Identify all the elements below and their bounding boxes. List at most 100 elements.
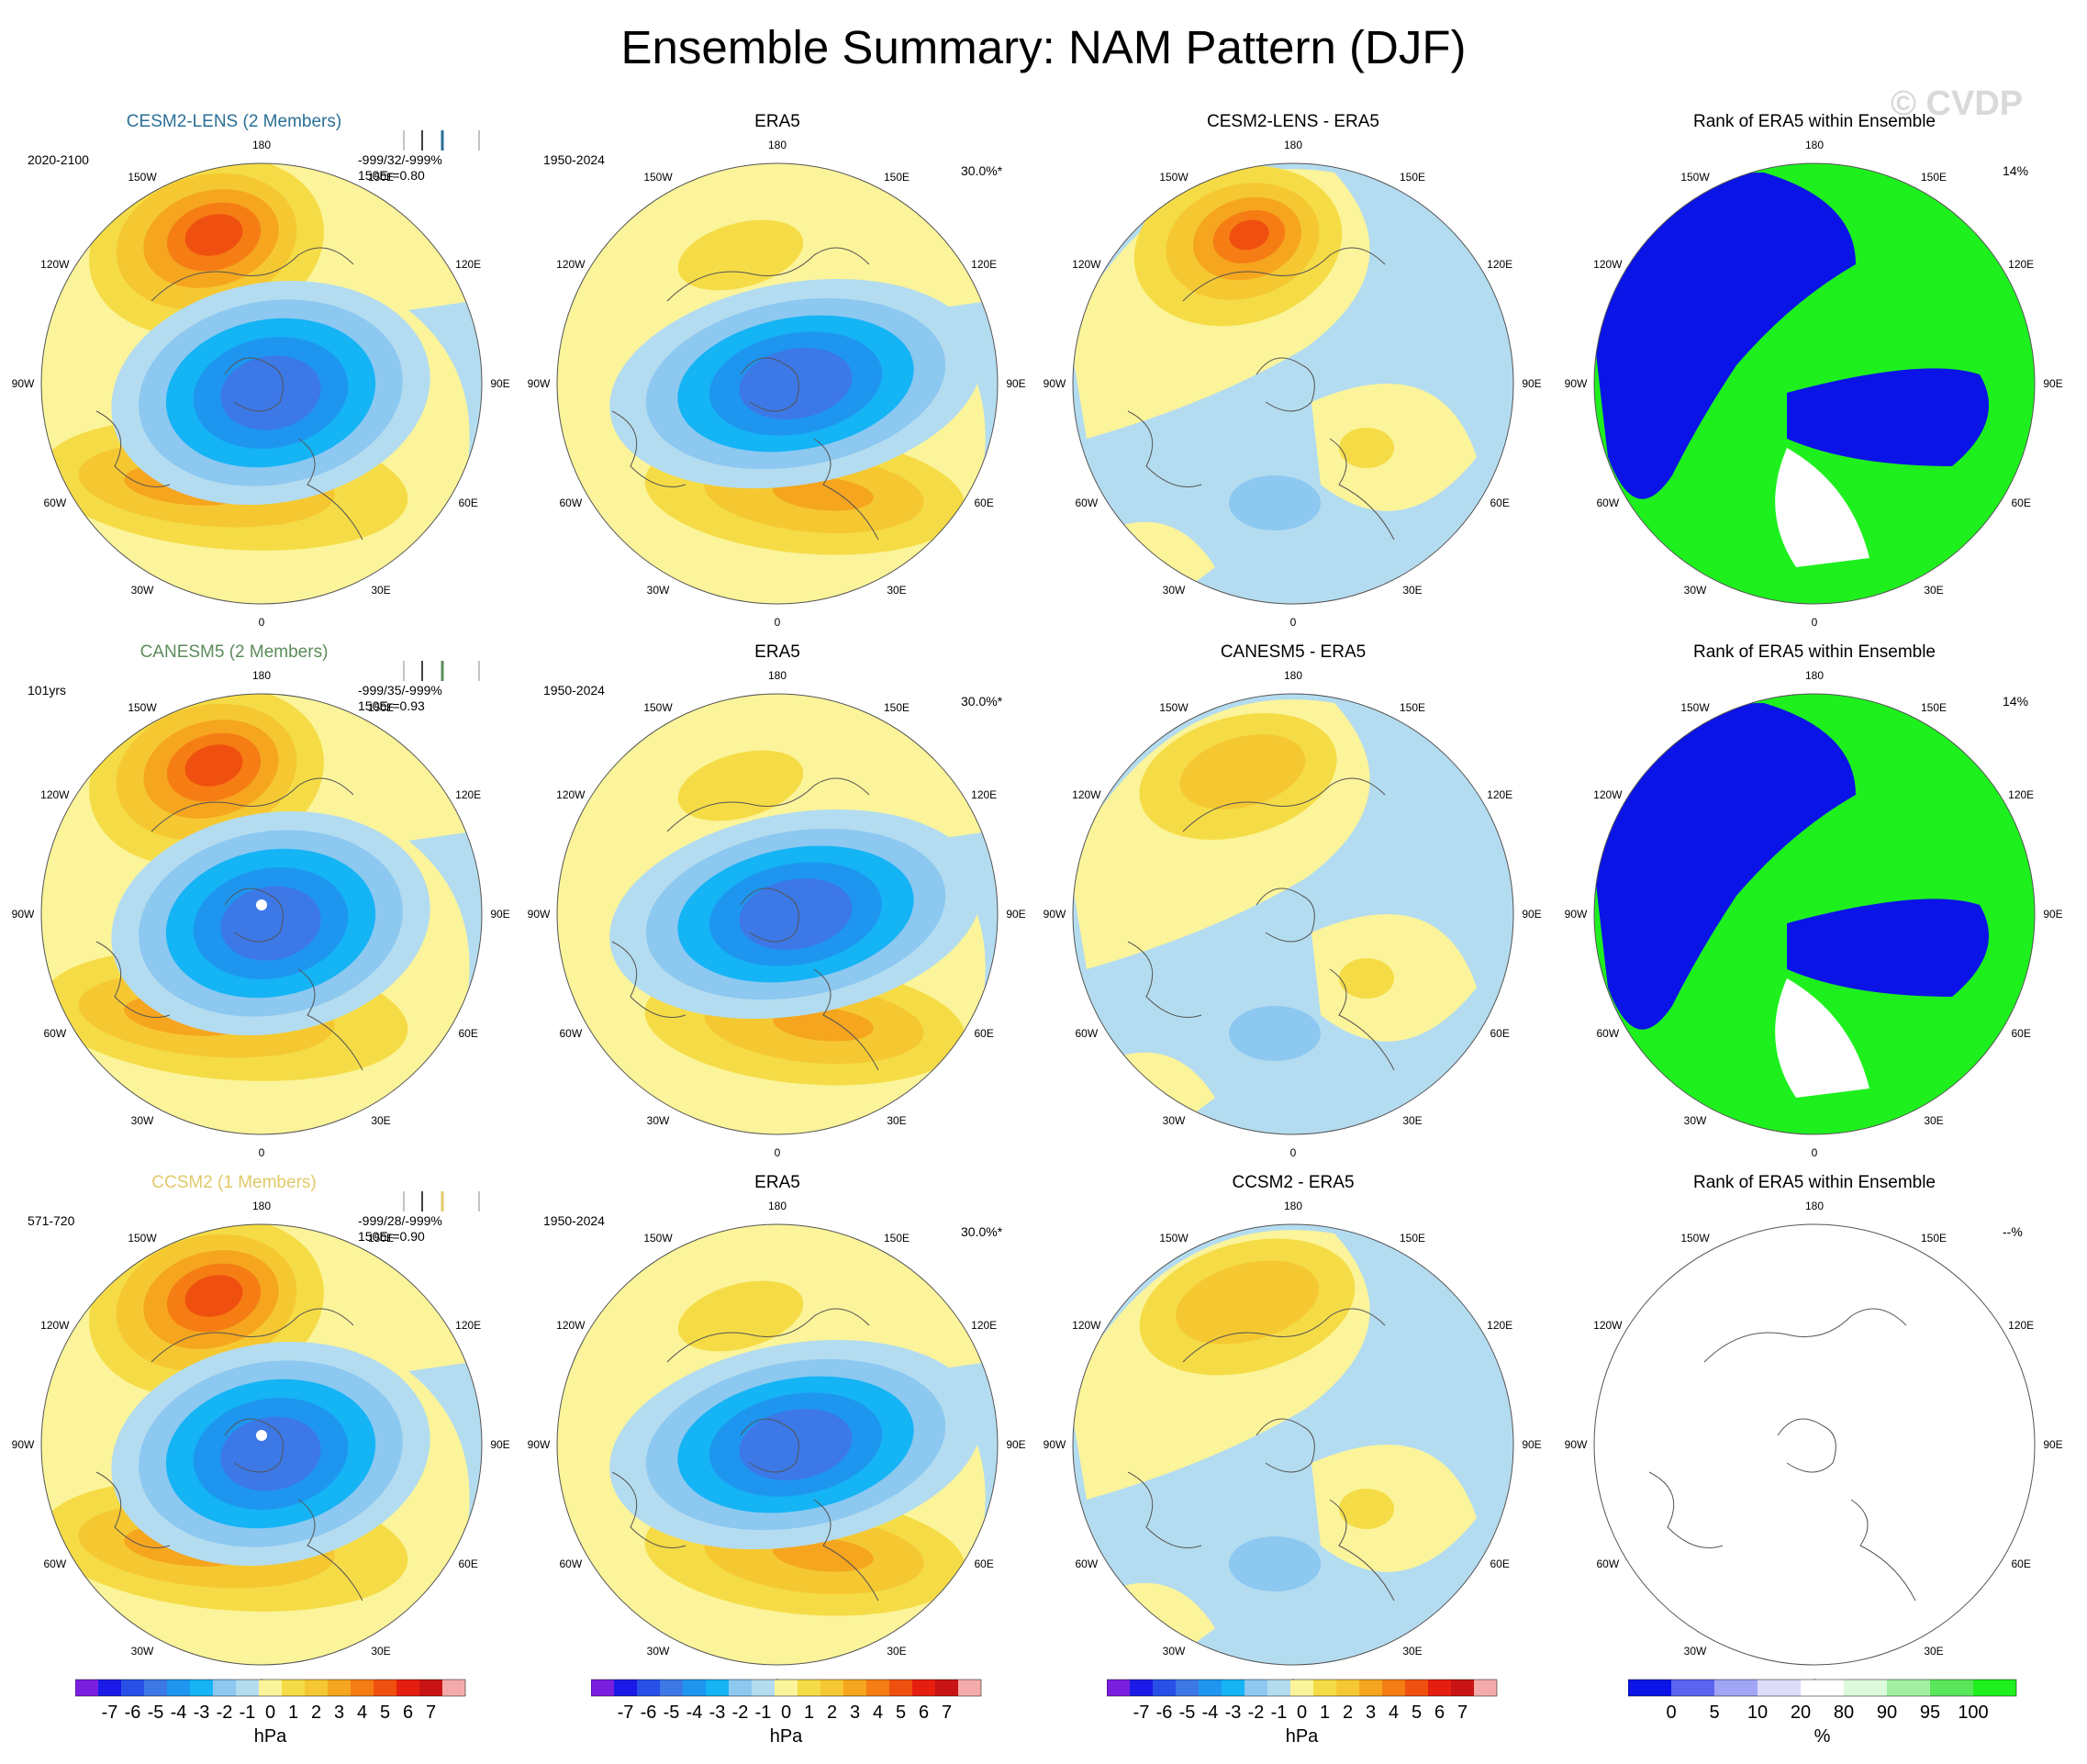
colorbar-tick-label: -7 — [618, 1703, 634, 1723]
map-border — [1072, 1223, 1514, 1666]
longitude-label: 150E — [1921, 701, 1947, 714]
longitude-label: 150E — [368, 171, 394, 184]
contour-pacific-high — [677, 750, 804, 821]
longitude-label: 150W — [1159, 171, 1189, 184]
contour-pacific-high — [184, 214, 243, 256]
pattern-percent: 30.0%* — [961, 1224, 1003, 1239]
longitude-label: 60E — [2011, 497, 2030, 509]
longitude-label: 120E — [2008, 258, 2034, 271]
colorbar-box — [637, 1680, 660, 1696]
colorbar-box — [213, 1680, 236, 1696]
colorbar-box — [1474, 1680, 1497, 1696]
longitude-label: 90W — [12, 908, 35, 921]
colorbar-tick-label: 6 — [919, 1703, 929, 1723]
longitude-label: 120W — [40, 258, 70, 271]
colorbar-box — [820, 1680, 843, 1696]
longitude-label: 90W — [12, 1438, 35, 1451]
map-border — [1072, 162, 1514, 605]
longitude-label: 30E — [1924, 1114, 1943, 1127]
contour-minus1-region — [408, 822, 482, 1098]
contour-arctic-low — [220, 355, 321, 430]
longitude-label: 30W — [1684, 584, 1707, 597]
panel-model-row2: 180 150E 120E 90E 60E 30E 0 30W 60W 90W 120W 150W CA… — [0, 642, 523, 1173]
longitude-label: 90W — [528, 1438, 551, 1451]
longitude-label: 90E — [490, 377, 509, 390]
longitude-label: 60W — [559, 1557, 582, 1570]
longitude-label: 150W — [128, 1232, 157, 1245]
panel-title: ERA5 — [754, 642, 800, 662]
longitude-label: 120W — [556, 1319, 586, 1332]
colorbar-box — [1267, 1680, 1290, 1696]
longitude-label: 180 — [768, 669, 787, 682]
map-border — [556, 693, 999, 1135]
colorbar-tick-label: 4 — [1389, 1703, 1399, 1723]
colorbar-tick-label: 0 — [1666, 1703, 1676, 1723]
colorbar-box — [1313, 1680, 1336, 1696]
colorbar-tick-label: 5 — [1709, 1703, 1719, 1723]
panel-title: Rank of ERA5 within Ensemble — [1692, 642, 1936, 662]
panel-title: Rank of ERA5 within Ensemble — [1692, 112, 1936, 131]
colorbar-unit: hPa — [254, 1726, 287, 1747]
coastline — [611, 247, 879, 541]
colorbar-box — [236, 1680, 259, 1696]
contour-arctic-low — [220, 1416, 321, 1491]
colorbar-box — [752, 1680, 775, 1696]
colorbar-unit: % — [1814, 1726, 1831, 1747]
contour-pacific-high — [184, 1275, 243, 1317]
longitude-label: 30W — [1163, 584, 1186, 597]
colorbar-unit: hPa — [770, 1726, 803, 1747]
colorbar-box — [958, 1680, 981, 1696]
colorbar-tick-label: -1 — [755, 1703, 772, 1723]
longitude-label: 60W — [1075, 497, 1098, 509]
longitude-label: 0 — [259, 616, 265, 629]
longitude-label: 150W — [1159, 701, 1189, 714]
colorbar-tick-label: 2 — [311, 1703, 321, 1723]
colorbar-tick-label: 5 — [1412, 1703, 1422, 1723]
stat-line: 150Er=0.80 — [358, 168, 425, 183]
model-stats: -999/28/-999% 150Er=0.90 — [358, 1213, 442, 1245]
longitude-label: 90E — [2043, 908, 2062, 921]
colorbar-box — [729, 1680, 752, 1696]
longitude-label: 90W — [1565, 1438, 1588, 1451]
longitude-label: 30E — [1402, 584, 1422, 597]
colorbar-box — [683, 1680, 706, 1696]
contour-positive-region — [1339, 958, 1394, 999]
longitude-label: 60E — [2011, 1027, 2030, 1040]
longitude-label: 180 — [1805, 1200, 1824, 1212]
longitude-label: 30E — [371, 1645, 390, 1658]
period-label: 101yrs — [28, 683, 67, 698]
longitude-label: 30E — [1924, 1645, 1943, 1658]
longitude-label: 30E — [887, 1645, 906, 1658]
colorbar-tick-label: 3 — [850, 1703, 860, 1723]
contour-arctic-low — [739, 1409, 853, 1480]
colorbar-box — [282, 1680, 305, 1696]
panel-title: CCSM2 - ERA5 — [1232, 1173, 1355, 1192]
longitude-label: 90W — [1044, 1438, 1066, 1451]
colorbar-box — [98, 1680, 121, 1696]
panel-title: ERA5 — [754, 1173, 800, 1192]
contour-minus1-region — [924, 1353, 998, 1628]
longitude-label: 90E — [1522, 377, 1541, 390]
colorbar-tick-label: -6 — [125, 1703, 141, 1723]
contour-pacific-high — [677, 1280, 804, 1352]
colorbar-box — [591, 1680, 614, 1696]
colorbar-tick-label: -1 — [1271, 1703, 1288, 1723]
longitude-label: 30E — [887, 1114, 906, 1127]
pattern-percent: 14% — [2003, 694, 2029, 709]
stat-line: 150Er=0.90 — [358, 1229, 425, 1244]
contour-positive-region — [1311, 1445, 1477, 1572]
panel-title: CCSM2 (1 Members) — [151, 1173, 317, 1192]
colorbar-box — [1176, 1680, 1199, 1696]
map-border — [40, 1223, 483, 1666]
longitude-label: 60E — [2011, 1557, 2030, 1570]
contour-pacific-high — [1229, 219, 1269, 251]
longitude-label: 90W — [528, 908, 551, 921]
map-border — [1593, 1223, 2036, 1666]
colorbar-tick-label: 3 — [334, 1703, 344, 1723]
colorbar-box — [1359, 1680, 1382, 1696]
colorbar-box — [1222, 1680, 1244, 1696]
longitude-label: 150W — [643, 701, 673, 714]
